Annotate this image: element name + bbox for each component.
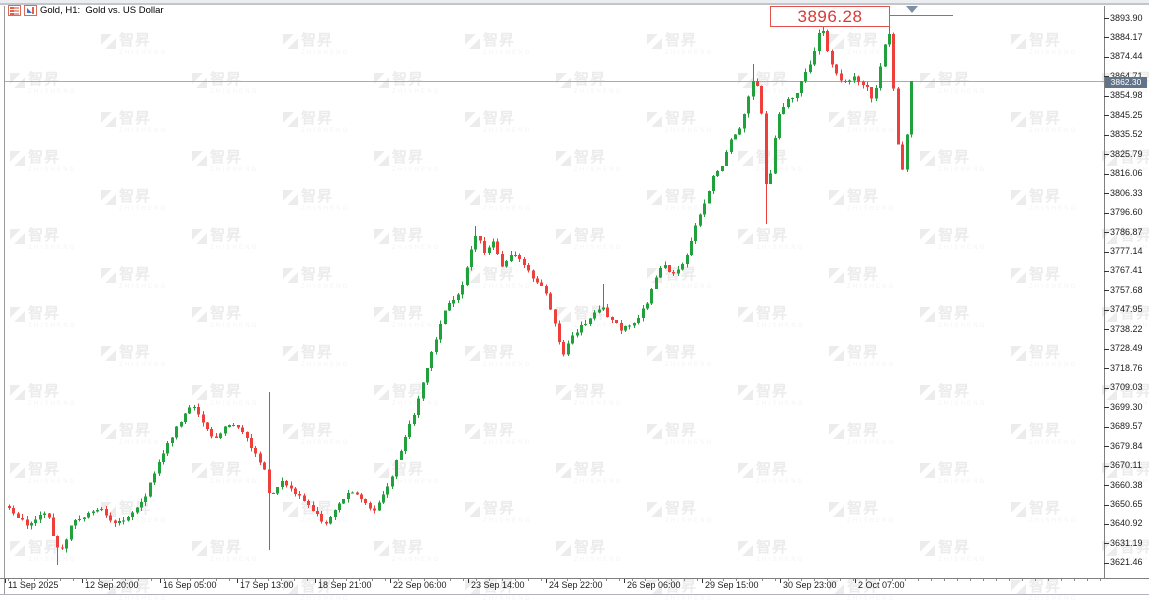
price-axis-label: 3825.79 — [1110, 149, 1143, 159]
price-axis-label: 3660.38 — [1110, 480, 1143, 490]
time-axis-label: 18 Sep 21:00 — [318, 580, 372, 590]
price-axis-label: 3631.19 — [1110, 538, 1143, 548]
time-axis-label: 30 Sep 23:00 — [783, 580, 837, 590]
high-price-callout-line — [890, 15, 953, 16]
time-axis-label: 29 Sep 15:00 — [705, 580, 759, 590]
price-axis-label: 3854.98 — [1110, 90, 1143, 100]
price-axis-label: 3709.03 — [1110, 382, 1143, 392]
price-axis-label: 3650.65 — [1110, 499, 1143, 509]
current-price-tag: 3862.30 — [1105, 77, 1147, 88]
price-axis-label: 3679.84 — [1110, 441, 1143, 451]
price-axis-label: 3893.90 — [1110, 13, 1143, 23]
time-axis-label: 24 Sep 22:00 — [549, 580, 603, 590]
price-axis-label: 3670.11 — [1110, 460, 1142, 470]
price-axis-label: 3796.60 — [1110, 207, 1143, 217]
price-axis-label: 3806.33 — [1110, 188, 1143, 198]
time-axis-label: 22 Sep 06:00 — [393, 580, 447, 590]
time-axis-label: 17 Sep 13:00 — [240, 580, 294, 590]
window-top-edge — [0, 0, 1149, 3]
candles — [8, 13, 913, 565]
chart-title: Gold, H1: Gold vs. US Dollar — [40, 5, 164, 16]
price-axis-label: 3728.49 — [1110, 343, 1143, 353]
chart-header: Gold, H1: Gold vs. US Dollar — [8, 5, 164, 16]
price-axis-label: 3835.52 — [1110, 129, 1143, 139]
price-axis-label: 3699.30 — [1110, 402, 1143, 412]
time-axis-label: 23 Sep 14:00 — [471, 580, 525, 590]
window-top-edge-shadow — [0, 3, 1149, 5]
price-axis-label: 3621.46 — [1110, 557, 1143, 567]
market-watch-icon[interactable] — [8, 5, 21, 16]
price-axis-label: 3874.44 — [1110, 51, 1143, 61]
price-axis-label: 3786.87 — [1110, 227, 1143, 237]
price-axis-label: 3640.92 — [1110, 518, 1143, 528]
price-axis-label: 3777.14 — [1110, 246, 1143, 256]
price-axis-label: 3767.41 — [1110, 265, 1143, 275]
time-axis-label: 16 Sep 05:00 — [163, 580, 217, 590]
time-axis-label: 11 Sep 2025 — [8, 580, 59, 590]
time-axis-label: 2 Oct 07:00 — [858, 580, 905, 590]
price-axis-label: 3816.06 — [1110, 168, 1143, 178]
chart-symbol-icon[interactable] — [24, 5, 37, 16]
price-axis-label: 3884.17 — [1110, 32, 1143, 42]
price-axis-label: 3757.68 — [1110, 285, 1143, 295]
price-axis-label: 3689.57 — [1110, 421, 1143, 431]
price-axis-label: 3738.22 — [1110, 324, 1143, 334]
high-price-label[interactable]: 3896.28 — [770, 6, 890, 27]
price-axis-label: 3747.95 — [1110, 304, 1143, 314]
price-axis-label: 3864.71 — [1110, 71, 1143, 81]
down-arrow-icon[interactable] — [906, 6, 918, 13]
price-axis-label: 3718.76 — [1110, 363, 1143, 373]
price-axis-label: 3845.25 — [1110, 110, 1143, 120]
